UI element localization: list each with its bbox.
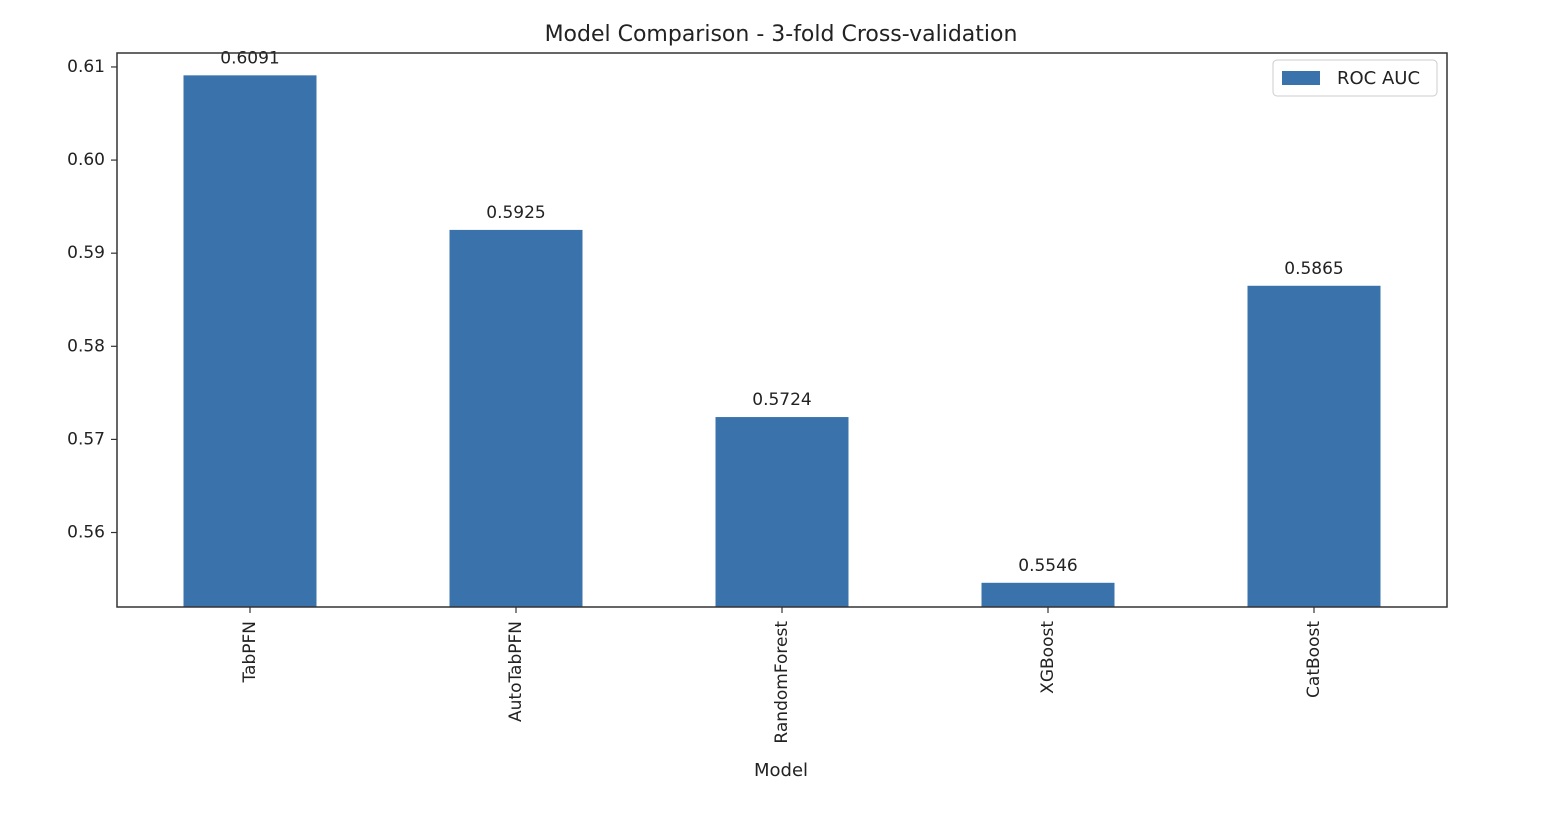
x-tick-label-catboost: CatBoost [1304,621,1324,698]
legend-label: ROC AUC [1337,68,1420,89]
x-tick-label-xgboost: XGBoost [1038,621,1058,694]
chart-title: Model Comparison - 3-fold Cross-validati… [545,22,1018,47]
bar-tabpfn [183,75,317,608]
bar-xgboost [981,582,1115,607]
x-axis: TabPFN AutoTabPFN RandomForest XGBoost CatBo… [240,607,1324,744]
data-label-catboost: 0.5865 [1284,259,1343,279]
x-tick-label-tabpfn: TabPFN [240,621,260,684]
y-tick-label: 0.59 [67,243,105,263]
bar-catboost [1247,285,1381,607]
x-axis-label: Model [754,760,808,781]
y-tick-label: 0.61 [67,57,105,77]
y-axis: 0.56 0.57 0.58 0.59 0.60 0.61 [67,57,117,543]
plot-area: 0.6091 0.5925 0.5724 0.5546 0.5865 [183,48,1381,608]
x-tick-label-randomforest: RandomForest [772,621,792,744]
y-tick-label: 0.60 [67,150,105,170]
y-tick-label: 0.58 [67,336,105,356]
data-label-tabpfn: 0.6091 [220,48,279,68]
data-label-randomforest: 0.5724 [752,390,811,410]
x-tick-label-autotabpfn: AutoTabPFN [506,621,526,722]
legend: ROC AUC [1272,59,1438,97]
bar-autotabpfn [449,229,583,607]
y-tick-label: 0.57 [67,429,105,449]
legend-box [1272,59,1438,97]
bar-randomforest [715,417,849,607]
y-tick-label: 0.56 [67,523,105,543]
legend-swatch [1282,71,1320,85]
data-label-xgboost: 0.5546 [1018,556,1077,576]
data-label-autotabpfn: 0.5925 [486,203,545,223]
